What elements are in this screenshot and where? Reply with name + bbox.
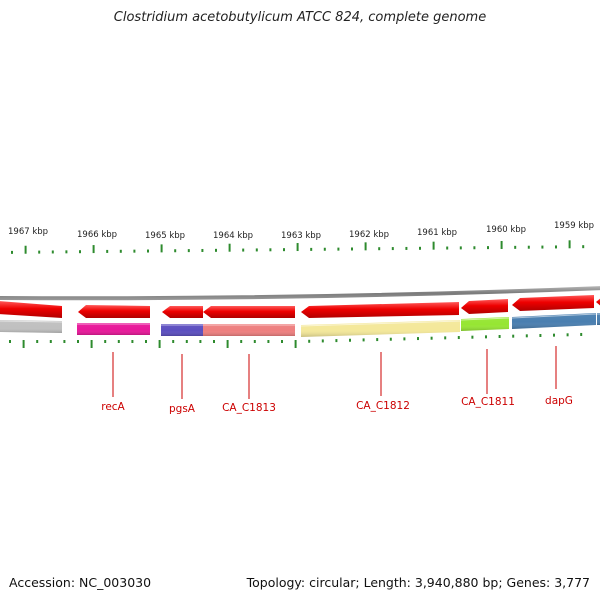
- gene-bar-shading: [301, 320, 460, 337]
- gene-label: CA_C1813: [222, 402, 276, 414]
- scale-ticks-top: [11, 240, 585, 254]
- gene-bar-shading: [0, 320, 62, 333]
- strand-feature-arrow: [78, 305, 150, 318]
- scale-label: 1966 kbp: [77, 230, 117, 240]
- gene-bars: [0, 313, 600, 337]
- gene-bar-shading: [161, 324, 203, 336]
- gene-bar-shading: [77, 323, 150, 335]
- gene-bar-shading: [512, 313, 596, 329]
- gene-bar-highlight: [511, 313, 597, 319]
- scale-label: 1963 kbp: [281, 231, 321, 241]
- strand-features: [0, 295, 600, 318]
- gene-label: pgsA: [169, 403, 196, 415]
- gene-bar-highlight: [460, 317, 510, 321]
- gene-bar-shading: [597, 313, 600, 325]
- scale-label: 1961 kbp: [417, 228, 457, 238]
- scale-labels: 1967 kbp 1966 kbp 1965 kbp 1964 kbp 1963 kbp…: [8, 221, 594, 241]
- scale-label: 1965 kbp: [145, 231, 185, 241]
- scale-label: 1960 kbp: [486, 225, 526, 235]
- gene-label: CA_C1811: [461, 396, 515, 408]
- gene-bar-highlight: [300, 320, 461, 327]
- scale-label: 1962 kbp: [349, 230, 389, 240]
- gene-bar-shading: [461, 317, 509, 331]
- strand-feature-arrow: [301, 302, 459, 318]
- scale-label: 1967 kbp: [8, 227, 48, 237]
- topology-text: Topology: circular; Length: 3,940,880 bp…: [246, 575, 590, 590]
- accession-text: Accession: NC_003030: [9, 575, 152, 590]
- page-title: Clostridium acetobutylicum ATCC 824, com…: [113, 10, 487, 25]
- scale-label: 1964 kbp: [213, 231, 253, 241]
- strand-feature-arrow: [512, 295, 594, 311]
- strand-feature-arrow: [0, 301, 62, 318]
- gene-labels: recA pgsA CA_C1813 CA_C1812 CA_C1811 dapG: [101, 346, 573, 415]
- gene-label: CA_C1812: [356, 400, 410, 412]
- gene-bar-highlight: [0, 320, 63, 323]
- strand-feature-arrow: [203, 306, 295, 318]
- strand-feature-arrow: [596, 298, 600, 306]
- gene-label: dapG: [545, 395, 573, 407]
- gene-bar-shading: [203, 324, 295, 336]
- scale-label: 1959 kbp: [554, 221, 594, 231]
- scale-ticks-bottom: [9, 332, 583, 348]
- strand-feature-arrow: [162, 306, 203, 318]
- genome-backbone: [0, 286, 600, 301]
- strand-feature-arrow: [461, 299, 508, 314]
- gene-label: recA: [101, 401, 125, 413]
